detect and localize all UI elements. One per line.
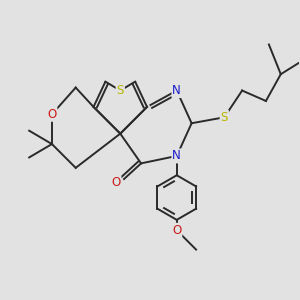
Text: S: S (117, 84, 124, 97)
Text: S: S (220, 111, 228, 124)
Text: O: O (172, 224, 182, 237)
Text: N: N (172, 149, 181, 162)
Text: N: N (172, 84, 181, 97)
Text: O: O (47, 108, 56, 121)
Text: O: O (111, 176, 120, 189)
